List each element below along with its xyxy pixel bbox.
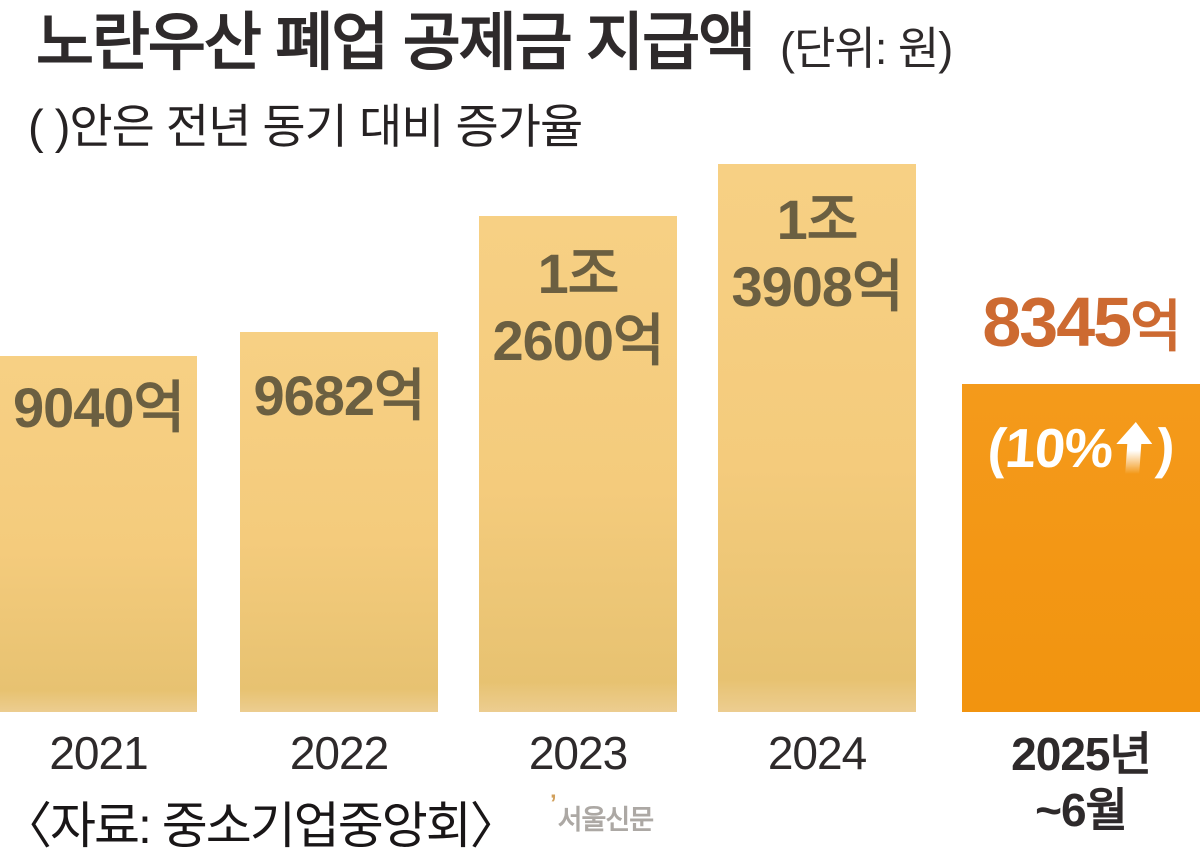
axis-label-2024: 2024 [767,727,867,779]
bar-2022: 9682억 [240,332,438,712]
growth-text-close: ) [1154,417,1177,479]
axis-label-2021: 2021 [49,727,148,779]
bar-value-label: 1조 3908억 [718,164,916,320]
bar-2025-value-number: 8345 [982,283,1132,361]
source-text: 〈자료: 중소기업중앙회〉 [2,798,520,854]
axis-label-2023: 2023 [528,727,628,779]
bar-value-line1: 1조 [776,188,859,251]
growth-badge: (10% ) [986,416,1176,480]
watermark-text: 서울신문 [557,805,654,835]
axis-label-2022: 2022 [289,727,389,779]
chart-title: 노란우산 폐업 공제금 지급액 [36,8,756,78]
growth-text-open: (10% [985,417,1115,479]
chart-header: 노란우산 폐업 공제금 지급액 (단위: 원) [36,0,953,83]
bar-value-line2: 3908억 [731,255,903,319]
bar-2025-value-label: 8345억 [962,282,1200,363]
bar-2024: 1조 3908억 [718,164,916,712]
bar-value-label: 1조 2600억 [479,216,677,374]
bar-2023: 1조 2600억 [479,216,677,712]
bar-value-line2: 2600억 [492,309,664,373]
up-arrow-icon [1116,422,1153,474]
bar-2021: 9040억 [0,356,197,712]
bar-value-line1: 1조 [537,242,620,305]
axis-label-2025-line1: 2025년 [1011,728,1152,780]
bar-value-label: 9040억 [12,376,185,439]
bar-2025-value-unit: 억 [1130,295,1182,358]
watermark: ’ 서울신문 [550,790,654,837]
chart-subtitle: ( )안은 전년 동기 대비 증가율 [28,100,583,153]
bar-value-label: 9682억 [253,364,425,427]
bar-2025: (10% ) [962,384,1200,712]
axis-label-2025-line2: ~6월 [1035,784,1128,837]
unit-label: (단위: 원) [780,23,953,74]
watermark-logo-mark: ’ [550,790,557,817]
axis-label-2025: 2025년 ~6월 [962,726,1200,838]
